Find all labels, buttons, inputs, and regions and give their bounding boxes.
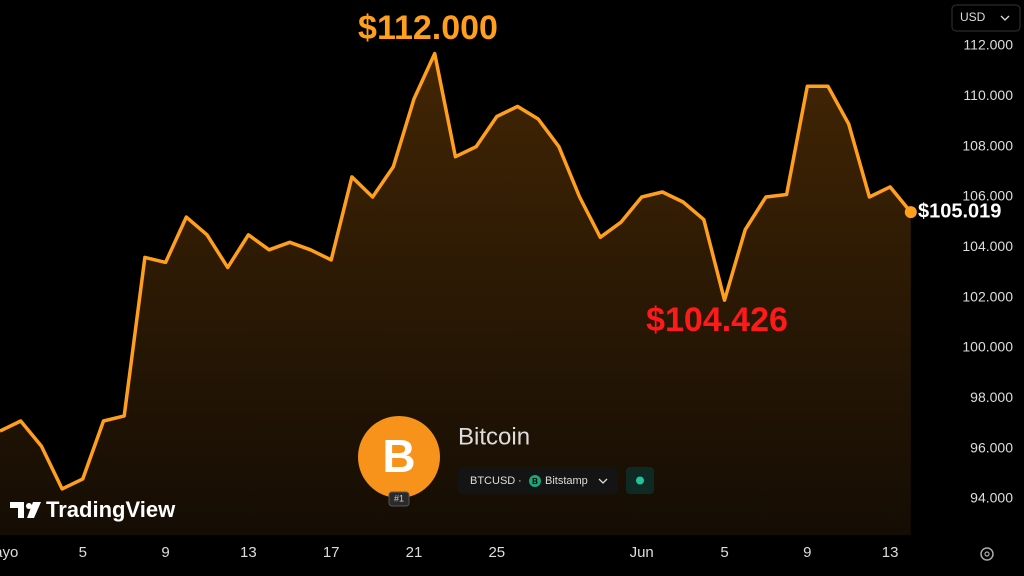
rank: #1	[394, 493, 404, 503]
area	[0, 53, 911, 535]
y-tick-label: 104.000	[962, 238, 1013, 254]
separator: ·	[518, 475, 522, 487]
currency-box[interactable]	[951, 4, 1021, 32]
symbol[interactable]: BTCUSD	[470, 475, 515, 487]
y-tick-label: 108.000	[962, 137, 1013, 153]
chevron	[1000, 15, 1010, 21]
x-tick-label: Jun	[630, 544, 654, 561]
exchange[interactable]: Bitstamp	[545, 475, 588, 487]
exchange-icon-letter: B	[532, 477, 538, 486]
currency[interactable]: USD	[960, 10, 986, 24]
coin-logo	[358, 416, 440, 498]
exchange-icon	[529, 475, 541, 487]
brand: TradingView	[46, 497, 176, 522]
x-tick-label: 13	[882, 544, 899, 561]
brand-logo	[10, 502, 41, 518]
status-dot	[636, 476, 644, 485]
y-tick-label: 100.000	[962, 339, 1013, 355]
x-tick-label: 17	[323, 544, 340, 561]
x-tick-label: 25	[488, 544, 505, 561]
x-tick-label: 9	[161, 544, 169, 561]
price-line	[0, 51, 913, 491]
x-tick-label: Mayo	[0, 544, 18, 561]
x-tick-label: 5	[720, 544, 728, 561]
chevron	[598, 478, 608, 484]
y-tick-label: 110.000	[963, 87, 1013, 103]
y-tick-label: 94.000	[970, 490, 1013, 506]
x-tick-label: 21	[406, 544, 423, 561]
y-tick-label: 98.000	[970, 389, 1013, 405]
y-tick-label: 102.000	[962, 288, 1013, 304]
y-tick-label: 106.000	[962, 188, 1013, 204]
y-tick-label: 96.000	[970, 439, 1013, 455]
y-tick-label: 112.000	[963, 37, 1013, 53]
rank-badge	[388, 491, 410, 507]
settings-icon[interactable]	[980, 547, 994, 561]
x-tick-label: 5	[79, 544, 87, 561]
last-point	[904, 206, 917, 219]
annotation: $104.426	[646, 301, 788, 339]
x-tick-label: 13	[240, 544, 257, 561]
coin-symbol: B	[382, 430, 415, 482]
x-tick-label: 9	[803, 544, 811, 561]
annotation: $112.000	[358, 9, 498, 47]
last-price-label: $105.019	[918, 200, 1001, 222]
asset-name: Bitcoin	[458, 423, 530, 450]
settings-icon-center	[984, 551, 990, 557]
plot: 94.000 96.000 98.000 100.000 102.000 104.000 1…	[0, 9, 1013, 561]
